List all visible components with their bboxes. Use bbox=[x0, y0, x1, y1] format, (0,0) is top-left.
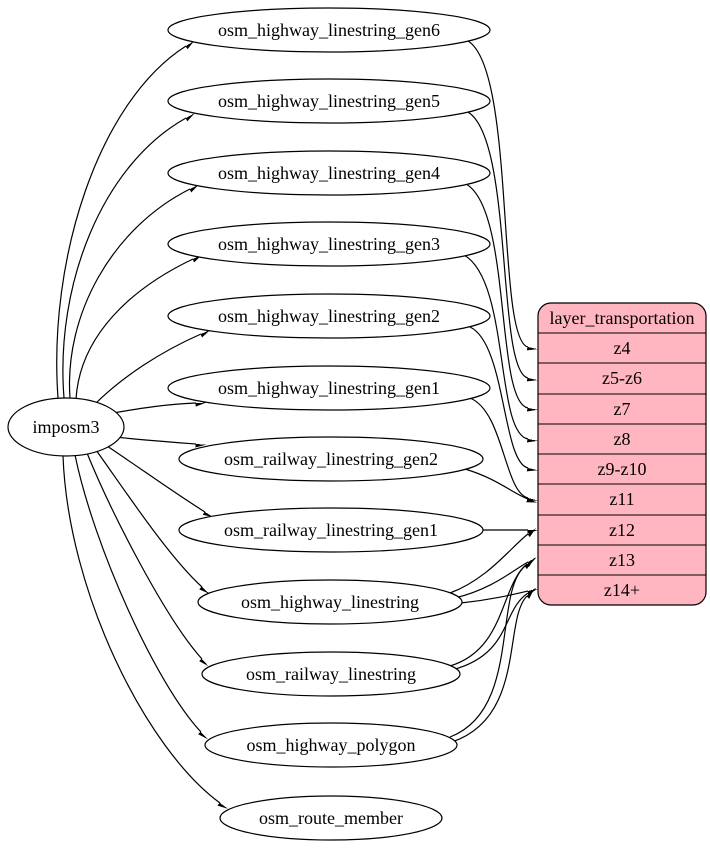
table-node-osm-highway-linestring-gen2: osm_highway_linestring_gen2 bbox=[167, 293, 491, 339]
edge-rwls-z14 bbox=[451, 593, 528, 671]
table-ellipse bbox=[201, 651, 461, 697]
layer-row-z4: z4 bbox=[614, 338, 631, 358]
layer-row-z12: z12 bbox=[609, 520, 635, 540]
table-node-osm-highway-linestring: osm_highway_linestring bbox=[197, 579, 463, 625]
table-label: osm_highway_linestring bbox=[241, 592, 419, 612]
table-ellipse bbox=[197, 579, 463, 625]
edge-imposm3-gen4 bbox=[68, 189, 190, 399]
edge-imposm3-poly bbox=[74, 454, 201, 732]
edge-imposm3-gen2 bbox=[93, 334, 201, 406]
table-label: osm_route_member bbox=[259, 808, 403, 828]
table-label: osm_railway_linestring_gen1 bbox=[224, 520, 438, 540]
edge-gen1-z11 bbox=[469, 397, 528, 498]
edge-gen6-z4 bbox=[467, 40, 528, 347]
layer-row-z8: z8 bbox=[614, 429, 631, 449]
table-ellipse bbox=[178, 436, 484, 482]
edge-hwls-z12 bbox=[449, 534, 528, 594]
edge-imposm3-rwls bbox=[86, 452, 202, 659]
table-ellipse bbox=[167, 365, 491, 411]
table-node-osm-highway-linestring-gen6: osm_highway_linestring_gen6 bbox=[167, 7, 491, 53]
layer-row-z13: z13 bbox=[609, 550, 635, 570]
table-ellipse bbox=[167, 150, 491, 196]
edge-imposm3-gen1 bbox=[112, 402, 196, 414]
edge-hwls-z13 bbox=[454, 562, 528, 599]
layer-row-z14plus: z14+ bbox=[604, 580, 640, 600]
edge-gen2-z9z10 bbox=[469, 326, 528, 468]
table-label: osm_highway_linestring_gen4 bbox=[218, 163, 440, 183]
table-node-osm-railway-linestring-gen1: osm_railway_linestring_gen1 bbox=[178, 507, 484, 553]
table-node-osm-highway-linestring-gen5: osm_highway_linestring_gen5 bbox=[167, 78, 491, 124]
table-ellipse bbox=[167, 221, 491, 267]
edge-imposm3-gen3 bbox=[75, 259, 193, 400]
edge-imposm3-rwgen1 bbox=[106, 445, 205, 512]
table-label: osm_highway_linestring_gen2 bbox=[218, 306, 440, 326]
table-node-osm-route-member: osm_route_member bbox=[219, 795, 443, 841]
table-node-osm-railway-linestring-gen2: osm_railway_linestring_gen2 bbox=[178, 436, 484, 482]
edge-poly-z13 bbox=[449, 566, 525, 738]
table-ellipse bbox=[167, 7, 491, 53]
edges-source-to-tables bbox=[56, 46, 220, 803]
table-label: osm_railway_linestring bbox=[246, 664, 416, 684]
table-ellipse bbox=[219, 795, 443, 841]
table-label: osm_highway_linestring_gen6 bbox=[218, 20, 440, 40]
layer-title: layer_transportation bbox=[550, 308, 695, 328]
table-node-osm-highway-polygon: osm_highway_polygon bbox=[204, 722, 458, 768]
table-node-osm-highway-linestring-gen4: osm_highway_linestring_gen4 bbox=[167, 150, 491, 196]
imposm3-node: imposm3 bbox=[7, 397, 125, 457]
table-label: osm_highway_linestring_gen1 bbox=[218, 378, 440, 398]
table-ellipse bbox=[178, 507, 484, 553]
edge-gen5-z5z6 bbox=[467, 111, 528, 378]
edge-rwgen2-z11 bbox=[464, 468, 528, 499]
layer-row-z7: z7 bbox=[614, 399, 631, 419]
table-label: osm_highway_polygon bbox=[247, 735, 416, 755]
edge-gen3-z8 bbox=[463, 254, 528, 439]
table-ellipse bbox=[167, 78, 491, 124]
layer-row-z9-z10: z9-z10 bbox=[598, 459, 647, 479]
table-node-osm-highway-linestring-gen1: osm_highway_linestring_gen1 bbox=[167, 365, 491, 411]
edge-poly-z14 bbox=[451, 596, 527, 743]
table-node-osm-railway-linestring: osm_railway_linestring bbox=[201, 651, 461, 697]
imposm3-label: imposm3 bbox=[32, 417, 99, 437]
edge-imposm3-gen6 bbox=[56, 46, 186, 399]
edge-hwls-z14 bbox=[460, 591, 528, 604]
imposm3-ellipse bbox=[7, 397, 125, 457]
layer-row-z11: z11 bbox=[609, 489, 634, 509]
table-label: osm_highway_linestring_gen3 bbox=[218, 234, 440, 254]
table-ellipse bbox=[167, 293, 491, 339]
edges-tables-to-layer bbox=[449, 40, 528, 743]
layer-node: layer_transportation z4 z5-z6 z7 z8 z9-z… bbox=[537, 302, 707, 606]
layer-row-z5-z6: z5-z6 bbox=[602, 368, 642, 388]
table-label: osm_highway_linestring_gen5 bbox=[218, 91, 440, 111]
table-label: osm_railway_linestring_gen2 bbox=[224, 449, 438, 469]
edge-imposm3-rwgen2 bbox=[114, 436, 196, 444]
table-ellipse bbox=[204, 722, 458, 768]
edge-gen4-z7 bbox=[465, 183, 528, 408]
edge-imposm3-hwls bbox=[95, 449, 202, 587]
table-node-osm-highway-linestring-gen3: osm_highway_linestring_gen3 bbox=[167, 221, 491, 267]
edge-imposm3-gen5 bbox=[62, 118, 186, 399]
edge-imposm3-route bbox=[62, 455, 220, 803]
